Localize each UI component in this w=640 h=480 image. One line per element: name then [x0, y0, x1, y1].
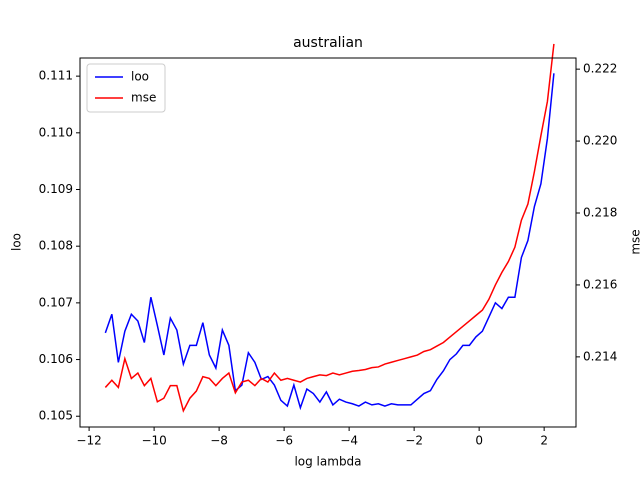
x-tick-label: −6 [275, 434, 293, 448]
chart-title: australian [293, 35, 363, 51]
legend-box [86, 63, 166, 113]
y2-tick-label: 0.222 [583, 62, 617, 76]
series-line [104, 73, 555, 411]
x-tick-label: −2 [405, 434, 423, 448]
y-tick-label: 0.109 [39, 182, 73, 196]
y-tick-label: 0.108 [39, 239, 73, 253]
y2-tick-label: 0.220 [583, 134, 617, 148]
x-tick-label: −8 [210, 434, 228, 448]
y-tick-label: 0.105 [39, 409, 73, 423]
y2-tick-label: 0.218 [583, 206, 617, 220]
y-axis-label: loo [10, 233, 24, 251]
x-tick-label: 0 [475, 434, 483, 448]
x-axis-label: log lambda [294, 455, 361, 469]
y-tick-label: 0.106 [39, 352, 73, 366]
legend-label: mse [131, 91, 156, 105]
y-tick-label: 0.111 [39, 69, 73, 83]
y2-axis-label: mse [629, 229, 640, 254]
x-tick-label: −10 [141, 434, 166, 448]
y2-tick-label: 0.214 [583, 349, 617, 363]
plot-frame [79, 57, 577, 428]
y-tick-label: 0.107 [39, 295, 73, 309]
y2-tick-label: 0.216 [583, 277, 617, 291]
x-tick-label: −12 [76, 434, 101, 448]
x-tick-label: −4 [340, 434, 358, 448]
y-tick-label: 0.110 [39, 125, 73, 139]
x-tick-label: 2 [540, 434, 548, 448]
series-line [104, 43, 555, 413]
legend-label: loo [131, 70, 149, 84]
